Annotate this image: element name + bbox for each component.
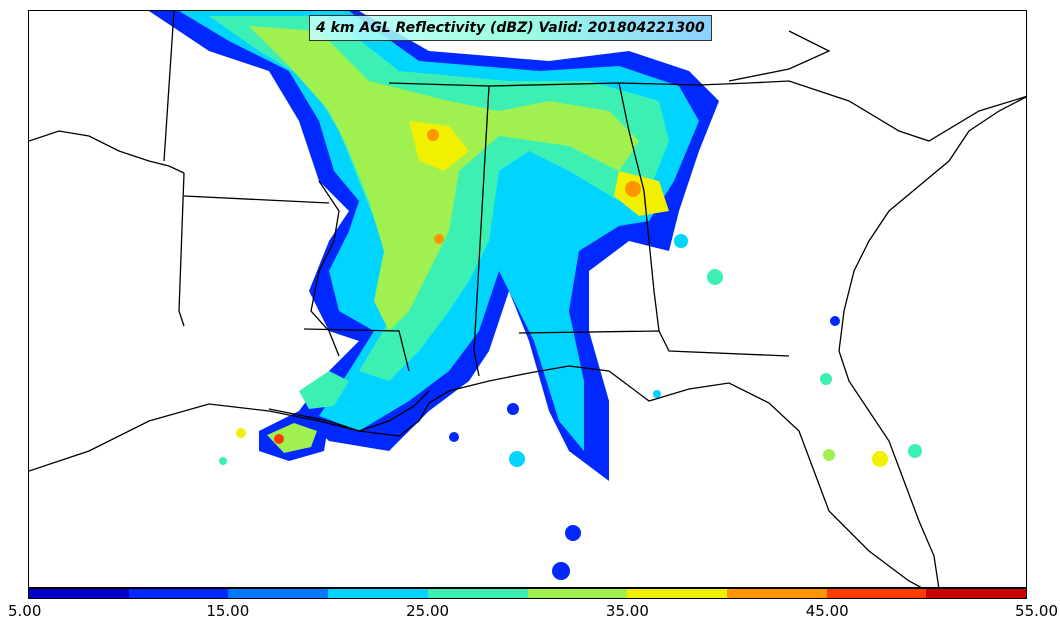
colorbar xyxy=(28,588,1027,599)
echo-cell xyxy=(823,449,835,461)
colorbar-tick-label: 15.00 xyxy=(206,602,250,620)
echo-cell xyxy=(820,373,832,385)
echo-core xyxy=(274,434,284,444)
state-border xyxy=(618,82,660,332)
colorbar-segment xyxy=(926,589,1027,598)
echo-cell xyxy=(552,562,570,580)
state-border xyxy=(163,11,175,162)
map-canvas xyxy=(29,11,1026,587)
colorbar-tick-label: 45.00 xyxy=(805,602,849,620)
echo-cell xyxy=(707,269,723,285)
echo-cell xyxy=(449,432,459,442)
echo-core xyxy=(236,428,246,438)
echo-cell xyxy=(509,451,525,467)
colorbar-segment xyxy=(228,589,329,598)
map-title: 4 km AGL Reflectivity (dBZ) Valid: 20180… xyxy=(309,15,712,41)
echo-cluster xyxy=(299,371,349,409)
colorbar-segment xyxy=(427,589,528,598)
colorbar-segment xyxy=(328,589,428,598)
echo-cell xyxy=(507,403,519,415)
colorbar-segment xyxy=(29,589,129,598)
state-border xyxy=(388,82,700,87)
echo-core xyxy=(434,234,444,244)
state-border xyxy=(473,85,490,377)
echo-cluster xyxy=(267,423,317,453)
echo-cell xyxy=(653,390,661,398)
coastline-lower-left xyxy=(29,130,185,174)
colorbar-segment xyxy=(128,589,229,598)
echo-cell xyxy=(872,451,888,467)
state-border xyxy=(303,328,410,372)
echo-cell xyxy=(908,444,922,458)
geographic-boundaries xyxy=(29,11,1026,587)
colorbar-segment xyxy=(527,589,628,598)
echo-dbz-40 xyxy=(409,121,469,171)
colorbar-segment xyxy=(627,589,727,598)
reflectivity-map xyxy=(28,10,1027,588)
colorbar-segment xyxy=(826,589,927,598)
echo-cell xyxy=(830,316,840,326)
state-border xyxy=(178,172,185,327)
state-border xyxy=(183,195,330,204)
state-border xyxy=(518,330,790,357)
reflectivity-field xyxy=(149,11,922,580)
river-mississippi xyxy=(310,180,340,357)
echo-cell xyxy=(674,234,688,248)
echo-dbz-40 xyxy=(614,171,669,216)
colorbar-segment xyxy=(726,589,827,598)
colorbar-tick-label: 25.00 xyxy=(406,602,450,620)
state-border xyxy=(728,30,831,82)
state-border xyxy=(698,80,1026,142)
coastline-gulf xyxy=(29,365,922,587)
echo-cell xyxy=(219,457,227,465)
colorbar-tick-label: 5.00 xyxy=(8,602,42,620)
echo-cell xyxy=(565,525,581,541)
colorbar-tick-label: 55.00 xyxy=(1015,602,1058,620)
coastline-atlantic xyxy=(838,96,1026,587)
coastline-louisiana xyxy=(268,390,430,432)
colorbar-tick-label: 35.00 xyxy=(605,602,649,620)
echo-core xyxy=(625,181,641,197)
echo-core xyxy=(427,129,439,141)
echo-dbz-35 xyxy=(249,26,639,331)
